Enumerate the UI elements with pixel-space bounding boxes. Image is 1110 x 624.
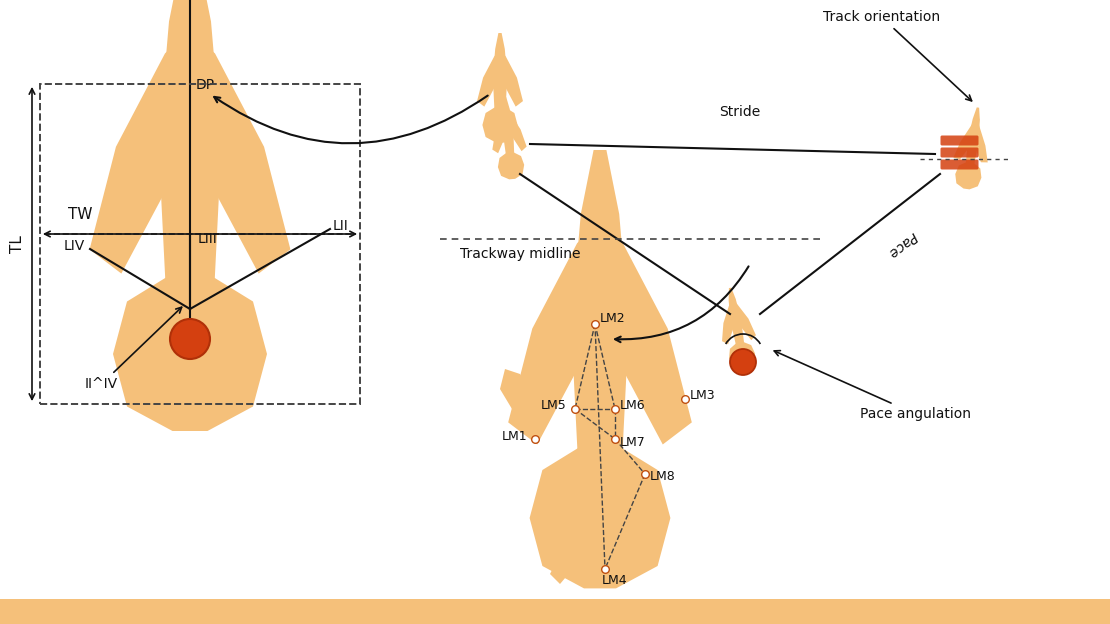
Text: Pace angulation: Pace angulation bbox=[775, 351, 971, 421]
Text: II^IV: II^IV bbox=[85, 307, 182, 391]
Polygon shape bbox=[729, 300, 756, 340]
Polygon shape bbox=[966, 107, 980, 165]
Polygon shape bbox=[728, 288, 744, 344]
Polygon shape bbox=[584, 213, 692, 444]
FancyBboxPatch shape bbox=[940, 147, 979, 157]
Text: LM2: LM2 bbox=[601, 313, 626, 326]
Polygon shape bbox=[113, 273, 268, 431]
Bar bbox=[0, 599, 1110, 624]
Text: Track orientation: Track orientation bbox=[823, 10, 971, 101]
Text: LM3: LM3 bbox=[690, 389, 716, 402]
Polygon shape bbox=[529, 444, 670, 588]
Polygon shape bbox=[729, 342, 755, 369]
Text: LIV: LIV bbox=[63, 239, 85, 253]
Polygon shape bbox=[498, 152, 524, 179]
Polygon shape bbox=[483, 107, 517, 143]
Text: Stride: Stride bbox=[719, 105, 760, 119]
Text: LM4: LM4 bbox=[602, 575, 627, 588]
Circle shape bbox=[730, 349, 756, 375]
Polygon shape bbox=[503, 97, 514, 154]
Text: LM5: LM5 bbox=[542, 399, 567, 412]
Polygon shape bbox=[504, 109, 526, 151]
Bar bbox=[40, 84, 360, 404]
Polygon shape bbox=[971, 119, 988, 162]
Text: Pace: Pace bbox=[885, 228, 919, 260]
Polygon shape bbox=[956, 162, 981, 189]
Text: TW: TW bbox=[68, 207, 92, 222]
Polygon shape bbox=[493, 33, 507, 109]
Text: LM7: LM7 bbox=[620, 436, 646, 449]
Polygon shape bbox=[159, 0, 222, 284]
Polygon shape bbox=[953, 119, 979, 159]
Text: LM1: LM1 bbox=[502, 429, 527, 442]
Polygon shape bbox=[477, 47, 504, 107]
Polygon shape bbox=[500, 369, 535, 414]
Polygon shape bbox=[493, 107, 509, 154]
Text: LM6: LM6 bbox=[620, 399, 646, 412]
Polygon shape bbox=[173, 21, 291, 273]
FancyBboxPatch shape bbox=[940, 160, 979, 170]
Circle shape bbox=[170, 319, 210, 359]
Text: TL: TL bbox=[10, 235, 26, 253]
Text: DP: DP bbox=[196, 78, 215, 92]
Polygon shape bbox=[508, 207, 616, 444]
FancyBboxPatch shape bbox=[940, 135, 979, 145]
Polygon shape bbox=[572, 150, 628, 454]
Polygon shape bbox=[549, 494, 605, 584]
Text: LM8: LM8 bbox=[650, 470, 676, 484]
Polygon shape bbox=[496, 49, 523, 107]
Text: Trackway midline: Trackway midline bbox=[460, 247, 581, 261]
Polygon shape bbox=[722, 298, 737, 344]
Polygon shape bbox=[90, 14, 208, 273]
Text: LIII: LIII bbox=[198, 232, 218, 246]
Text: LII: LII bbox=[333, 219, 349, 233]
